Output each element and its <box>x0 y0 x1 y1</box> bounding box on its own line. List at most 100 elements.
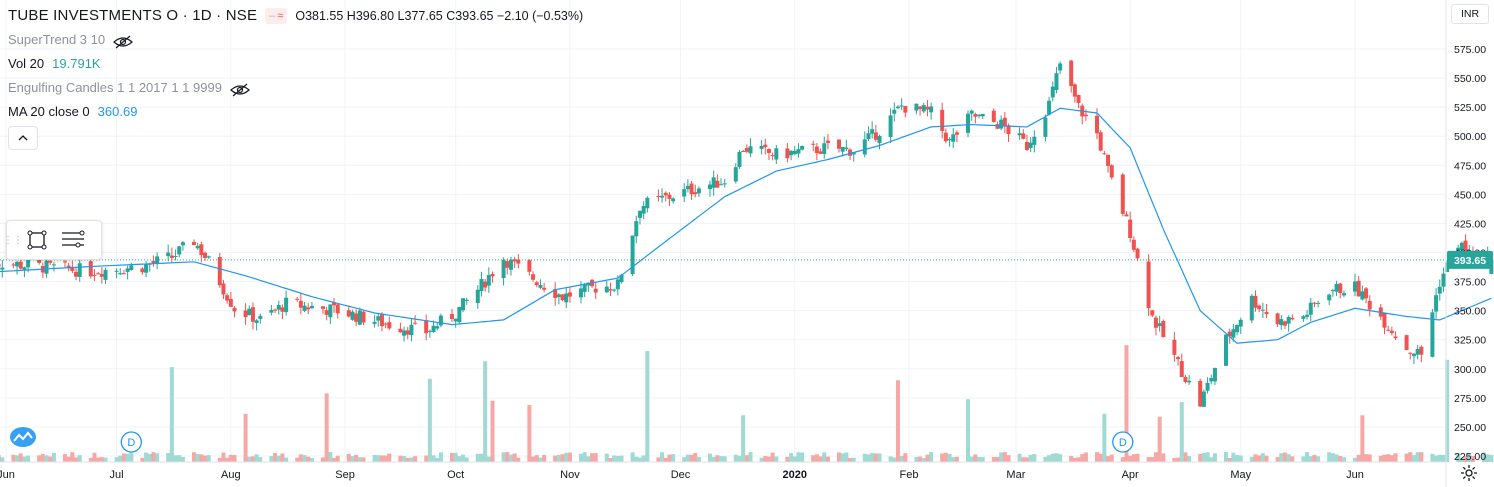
candle-body <box>284 297 289 313</box>
volume-bar <box>1072 457 1077 462</box>
volume-spike-bar <box>1360 415 1365 462</box>
tradingview-logo[interactable] <box>8 424 38 450</box>
candle-body <box>1301 316 1306 319</box>
cloud-logo-icon <box>10 427 36 447</box>
ma-row[interactable]: MA 20 close 0 360.69 <box>8 100 583 124</box>
volume-bar <box>1334 454 1339 462</box>
volume-bar <box>1312 454 1317 462</box>
drag-handle[interactable]: ⋮⋮ <box>3 234 23 246</box>
supertrend-row[interactable]: SuperTrend 3 10 <box>8 28 583 52</box>
candle-body <box>667 194 672 199</box>
candle-body <box>929 106 934 113</box>
candle-body <box>977 114 982 117</box>
volume-bar <box>398 455 403 462</box>
candle-body <box>1290 317 1295 320</box>
volume-bar <box>564 452 569 462</box>
volume-bar <box>166 453 171 462</box>
candle-body <box>320 306 325 309</box>
candle-body <box>173 255 178 257</box>
candle-body <box>306 307 311 310</box>
candle-body <box>818 151 823 154</box>
volume-bar <box>940 453 945 462</box>
volume-bar <box>99 457 104 462</box>
candle-body <box>899 105 904 107</box>
volume-bar <box>258 457 263 462</box>
rectangle-tool-button[interactable] <box>19 222 55 258</box>
volume-bar <box>685 454 690 462</box>
candle-body <box>814 146 819 154</box>
volume-value: 19.791K <box>52 56 101 71</box>
candle-body <box>457 306 462 323</box>
candle-body <box>553 289 558 298</box>
settings-gear-icon[interactable] <box>1458 462 1480 484</box>
candle-body <box>671 198 676 202</box>
legend: TUBE INVESTMENTS O · 1D · NSE – ≈ O381.55… <box>8 4 583 150</box>
collapse-legend-button[interactable] <box>8 126 38 150</box>
engulfing-label: Engulfing Candles 1 1 2017 1 1 9999 <box>8 80 222 95</box>
volume-bar <box>1282 452 1287 462</box>
floating-drawing-toolbar[interactable]: ⋮⋮ <box>3 220 102 260</box>
volume-bar <box>11 454 16 462</box>
candle-body <box>1058 63 1063 71</box>
candle-body <box>44 260 49 274</box>
candle-body <box>903 106 908 113</box>
candle-body <box>1128 219 1133 239</box>
candle-body <box>682 189 687 197</box>
candle-body <box>280 307 285 312</box>
volume-row[interactable]: Vol 20 19.791K <box>8 52 583 76</box>
candle-body <box>258 315 263 319</box>
engulfing-row[interactable]: Engulfing Candles 1 1 2017 1 1 9999 <box>8 76 583 100</box>
eye-hidden-icon[interactable] <box>113 33 133 49</box>
volume-bar <box>1485 454 1490 462</box>
candle-body <box>608 289 613 291</box>
volume-bar <box>1069 455 1074 462</box>
y-tick-label: 275.00 <box>1454 393 1486 405</box>
volume-bar <box>1316 456 1321 462</box>
x-tick-label: 2020 <box>783 469 807 481</box>
volume-bar <box>689 454 694 462</box>
volume-bar <box>1106 456 1111 462</box>
y-tick-label: 225.00 <box>1454 451 1486 463</box>
flag-pill[interactable]: – ≈ <box>265 8 288 24</box>
volume-bar <box>276 455 281 462</box>
volume-spike-bar <box>1445 359 1450 462</box>
volume-bar <box>696 456 701 462</box>
candle-body <box>37 259 42 263</box>
currency-label[interactable]: INR <box>1451 4 1489 24</box>
candle-body <box>376 316 381 321</box>
volume-spike-bar <box>243 413 248 462</box>
volume-bar <box>630 452 635 462</box>
volume-bar <box>151 452 156 462</box>
line-style-button[interactable] <box>55 222 91 258</box>
volume-bar <box>1275 457 1280 462</box>
volume-bar <box>147 454 152 462</box>
volume-bar <box>206 455 211 462</box>
volume-bar <box>516 457 521 462</box>
candle-body <box>991 110 996 122</box>
candle-body <box>1150 310 1155 316</box>
candle-body <box>789 150 794 156</box>
volume-bar <box>1290 456 1295 462</box>
volume-bar <box>228 454 233 462</box>
candle-body <box>822 143 827 155</box>
high-value: 396.80 <box>355 9 395 23</box>
candle-body <box>656 195 661 197</box>
volume-bar <box>1028 454 1033 462</box>
candle-body <box>1327 294 1332 301</box>
eye-hidden-icon[interactable] <box>230 81 250 97</box>
volume-bar <box>438 452 443 462</box>
volume-bar <box>309 457 314 462</box>
volume-bar <box>914 457 919 462</box>
volume-bar <box>851 457 856 462</box>
volume-bar <box>848 457 853 462</box>
candle-body <box>464 299 469 301</box>
y-tick-label: 475.00 <box>1454 160 1486 172</box>
candle-body <box>1102 153 1107 155</box>
symbol-title[interactable]: TUBE INVESTMENTS O · 1D · NSE <box>8 7 258 24</box>
candle-body <box>405 330 410 335</box>
candle-body <box>114 270 119 272</box>
volume-bar <box>295 457 300 462</box>
volume-bar <box>464 457 469 462</box>
candle-body <box>1124 214 1129 217</box>
